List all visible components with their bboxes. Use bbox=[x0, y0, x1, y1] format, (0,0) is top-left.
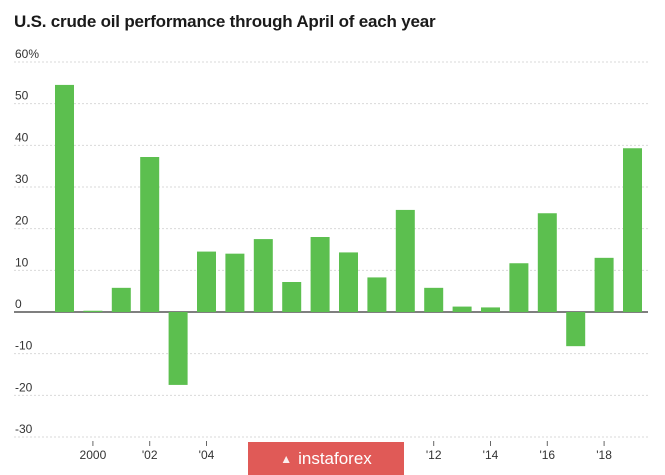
x-tick-label: '18 bbox=[596, 448, 612, 462]
x-tick-label: '04 bbox=[199, 448, 215, 462]
bar-2005 bbox=[225, 253, 245, 312]
x-tick-label: '02 bbox=[142, 448, 158, 462]
x-tick-label: '14 bbox=[483, 448, 499, 462]
y-tick-label: 60% bbox=[15, 47, 39, 61]
bar-2010 bbox=[367, 277, 387, 312]
bar-2007 bbox=[282, 282, 302, 312]
bar-2013 bbox=[452, 306, 472, 312]
y-tick-label: 40 bbox=[15, 130, 29, 144]
y-tick-label: -30 bbox=[15, 422, 33, 436]
instaforex-logo-icon: ▲ bbox=[280, 451, 293, 466]
bars bbox=[55, 84, 642, 385]
y-tick-label: 50 bbox=[15, 89, 29, 103]
bar-2004 bbox=[197, 251, 216, 312]
bar-2001 bbox=[111, 287, 131, 312]
x-axis-ticks: 2000 '02 '04 '12 '14 '16 '18 bbox=[80, 441, 612, 462]
bar-2012 bbox=[424, 287, 444, 312]
bar-2017 bbox=[566, 312, 586, 347]
bar-2016 bbox=[537, 213, 557, 312]
x-tick-label: '16 bbox=[539, 448, 555, 462]
bar-2019 bbox=[623, 148, 642, 312]
bar-2002 bbox=[140, 157, 160, 312]
y-tick-label: -20 bbox=[15, 380, 33, 394]
bar-2015 bbox=[509, 263, 529, 312]
bar-2011 bbox=[395, 209, 415, 312]
watermark-text: instaforex bbox=[298, 448, 372, 468]
chart-title: U.S. crude oil performance through April… bbox=[14, 12, 436, 31]
y-tick-label: 0 bbox=[15, 297, 22, 311]
bar-2003 bbox=[168, 312, 188, 385]
bar-2008 bbox=[310, 237, 330, 312]
bar-2006 bbox=[253, 239, 273, 312]
y-axis-ticks: 60% 50 40 30 20 10 0 -10 -20 -30 bbox=[15, 47, 39, 436]
instaforex-watermark: ▲ instaforex bbox=[248, 442, 404, 475]
bar-2009 bbox=[339, 252, 358, 312]
x-tick-label: '12 bbox=[426, 448, 442, 462]
y-tick-label: 10 bbox=[15, 255, 29, 269]
bar-2014 bbox=[481, 307, 500, 312]
bar-2000 bbox=[83, 310, 103, 312]
y-tick-label: 20 bbox=[15, 214, 29, 228]
bar-1999 bbox=[55, 84, 74, 313]
y-tick-label: 30 bbox=[15, 172, 29, 186]
x-tick-label: 2000 bbox=[80, 448, 107, 462]
y-tick-label: -10 bbox=[15, 339, 33, 353]
bar-2018 bbox=[594, 257, 614, 312]
